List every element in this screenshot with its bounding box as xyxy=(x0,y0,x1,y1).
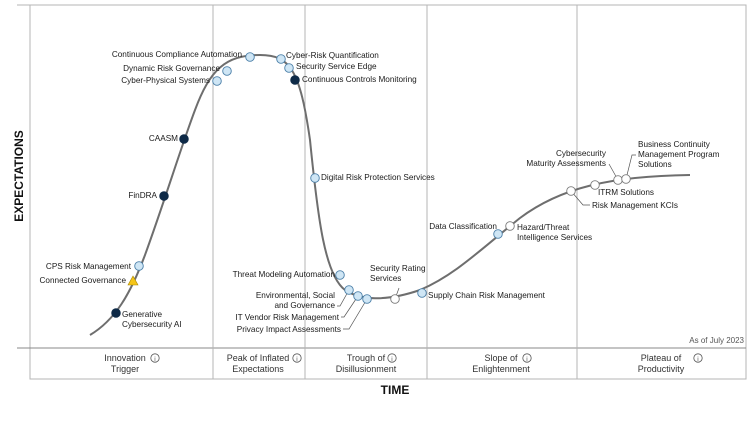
marker-connected-governance[interactable] xyxy=(127,275,139,286)
label-digital-risk-protection-services: Digital Risk Protection Services xyxy=(321,173,435,182)
phase-label-trough-of-disillusionment: Trough of Disillusionment xyxy=(336,353,397,374)
marker-security-service-edge[interactable] xyxy=(284,63,294,73)
label-risk-management-kcis: Risk Management KCIs xyxy=(592,201,678,210)
marker-it-vendor-risk-management[interactable] xyxy=(353,291,363,301)
marker-generative-cybersecurity-ai[interactable] xyxy=(111,308,121,318)
leader-line xyxy=(343,298,368,330)
label-cyber-physical-systems: Cyber-Physical Systems xyxy=(121,76,210,85)
svg-text:i: i xyxy=(391,356,392,363)
x-axis-title: TIME xyxy=(381,383,410,397)
marker-dynamic-risk-governance[interactable] xyxy=(222,66,232,76)
label-threat-modeling-automation: Threat Modeling Automation xyxy=(233,270,336,279)
label-findra: FinDRA xyxy=(128,191,157,200)
marker-caasm[interactable] xyxy=(179,134,189,144)
phase-label-slope-of-enlightenment: Slope of Enlightenment xyxy=(472,353,530,374)
chart-points xyxy=(111,52,631,318)
label-security-rating-services: Security Rating Services xyxy=(370,264,426,283)
label-cps-risk-management: CPS Risk Management xyxy=(46,262,132,271)
svg-text:i: i xyxy=(697,356,698,363)
phase-label-innovation-trigger: Innovation Trigger xyxy=(104,353,146,374)
label-cybersecurity-maturity-assessments: Cybersecurity Maturity Assessments xyxy=(526,149,607,168)
marker-threat-modeling-automation[interactable] xyxy=(335,270,345,280)
label-continuous-controls-monitoring: Continuous Controls Monitoring xyxy=(302,75,417,84)
label-environmental-social-and-governance: Environmental, Social and Governance xyxy=(256,291,336,310)
marker-security-rating-services[interactable] xyxy=(390,294,400,304)
label-cyber-risk-quantification: Cyber-Risk Quantification xyxy=(286,51,379,60)
marker-risk-management-kcis[interactable] xyxy=(566,186,576,196)
leader-line xyxy=(341,295,359,318)
y-axis-title: EXPECTATIONS xyxy=(12,130,26,222)
info-icon[interactable]: i xyxy=(292,353,302,363)
chart-point-labels: Generative Cybersecurity AI Connected Gove… xyxy=(40,50,720,334)
leader-line xyxy=(570,190,590,206)
label-supply-chain-risk-management: Supply Chain Risk Management xyxy=(428,291,546,300)
marker-continuous-compliance-automation[interactable] xyxy=(245,52,255,62)
marker-privacy-impact-assessments[interactable] xyxy=(362,294,372,304)
marker-digital-risk-protection-services[interactable] xyxy=(310,173,320,183)
label-caasm: CAASM xyxy=(149,134,178,143)
plot-frame xyxy=(29,4,747,380)
marker-cybersecurity-maturity-assessments[interactable] xyxy=(613,175,623,185)
marker-cyber-risk-quantification[interactable] xyxy=(276,54,286,64)
marker-itrm-solutions[interactable] xyxy=(590,180,600,190)
svg-text:i: i xyxy=(296,356,297,363)
svg-text:i: i xyxy=(526,356,527,363)
label-security-service-edge: Security Service Edge xyxy=(296,62,377,71)
info-icon[interactable]: i xyxy=(150,353,160,363)
label-dynamic-risk-governance: Dynamic Risk Governance xyxy=(123,64,220,73)
label-connected-governance: Connected Governance xyxy=(40,276,127,285)
phase-labels: Innovation Trigger i Peak of Inflated Expect… xyxy=(104,353,703,374)
marker-supply-chain-risk-management[interactable] xyxy=(417,288,427,298)
as-of-note: As of July 2023 xyxy=(689,336,744,345)
leader-line xyxy=(337,289,350,307)
info-icon[interactable]: i xyxy=(387,353,397,363)
marker-data-classification[interactable] xyxy=(493,229,503,239)
leader-line xyxy=(625,154,636,180)
info-icon[interactable]: i xyxy=(693,353,703,363)
info-icon[interactable]: i xyxy=(522,353,532,363)
label-privacy-impact-assessments: Privacy Impact Assessments xyxy=(237,325,341,334)
phase-label-peak-of-inflated-expectations: Peak of Inflated Expectations xyxy=(227,353,290,374)
marker-cps-risk-management[interactable] xyxy=(134,261,144,271)
phase-label-plateau-of-productivity: Plateau of Productivity xyxy=(638,353,685,374)
label-generative-cybersecurity-ai: Generative Cybersecurity AI xyxy=(122,310,182,329)
marker-cyber-physical-systems[interactable] xyxy=(212,76,222,86)
marker-business-continuity-management-program-solutions[interactable] xyxy=(621,174,631,184)
marker-hazard-threat-intelligence-services[interactable] xyxy=(505,221,515,231)
svg-text:i: i xyxy=(154,356,155,363)
label-hazard-threat-intelligence-services: Hazard/Threat Intelligence Services xyxy=(517,223,592,242)
label-itrm-solutions: ITRM Solutions xyxy=(598,188,654,197)
label-it-vendor-risk-management: IT Vendor Risk Management xyxy=(235,313,339,322)
marker-environmental-social-and-governance[interactable] xyxy=(344,285,354,295)
label-continuous-compliance-automation: Continuous Compliance Automation xyxy=(112,50,243,59)
label-data-classification: Data Classification xyxy=(429,222,497,231)
marker-findra[interactable] xyxy=(159,191,169,201)
marker-continuous-controls-monitoring[interactable] xyxy=(290,75,300,85)
label-business-continuity-management-program-solutions: Business Continuity Management Program Sol… xyxy=(638,140,720,169)
